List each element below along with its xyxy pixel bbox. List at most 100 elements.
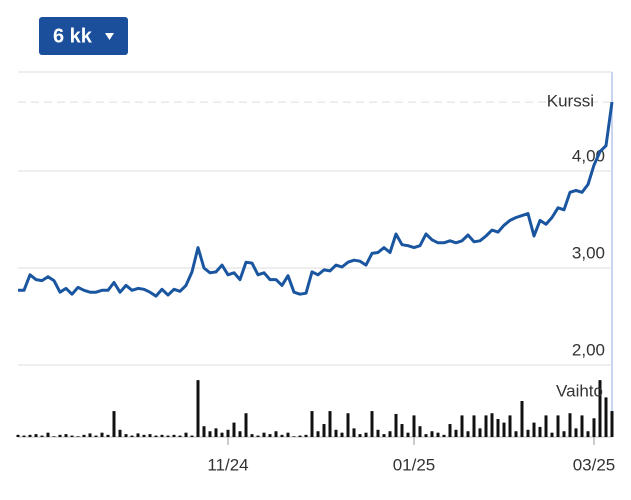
volume-bar [76,436,80,437]
volume-bar [322,424,326,437]
volume-bar [544,415,548,437]
volume-bar [34,434,38,437]
volume-bar [418,426,422,437]
volume-bar [118,429,122,437]
volume-bar [274,431,278,437]
volume-bar [64,434,68,437]
volume-bar [406,432,410,437]
volume-bar [16,434,20,437]
volume-bar [136,433,140,437]
volume-bar [142,434,146,437]
volume-bar [346,413,350,437]
volume-bar [46,432,50,437]
volume-bar [226,429,230,437]
y-tick-label: 2,00 [572,340,605,359]
series-label: Kurssi [547,91,594,110]
volume-bar [88,433,92,437]
volume-bar [310,411,314,437]
volume-bar [166,435,170,437]
y-tick-label: 3,00 [572,243,605,262]
volume-bar [454,429,458,437]
volume-bar [148,434,152,437]
volume-bar [400,424,404,437]
volume-bar [490,413,494,437]
volume-bar [100,432,104,437]
volume-bar [514,431,518,437]
volume-bar [568,413,572,437]
volume-bar [424,434,428,437]
volume-bar [316,431,320,437]
volume-bar [208,431,212,437]
volume-bar [358,434,362,437]
x-tick-label: 11/24 [207,455,248,474]
volume-bar [352,428,356,437]
volume-bar [184,432,188,437]
volume-bar [610,411,614,437]
volume-bar [124,434,128,437]
x-tick-label: 03/25 [573,455,616,474]
volume-bar [478,428,482,437]
period-button[interactable]: 6 kk [39,17,128,55]
volume-bar [298,435,302,437]
volume-bar [202,426,206,437]
volume-bar [172,434,176,437]
volume-bar [526,429,530,437]
volume-bar [364,432,368,437]
volume-bar [520,401,524,437]
dropdown-arrow[interactable] [105,33,114,40]
y-tick-label: 4,00 [572,146,605,165]
volume-bar [586,431,590,437]
volume-bar [262,432,266,437]
volume-bar [442,434,446,437]
volume-bar [196,380,200,437]
volume-bar [430,431,434,437]
volume-bar [496,419,500,437]
volume-bar [94,435,98,437]
volume-bar [130,435,134,437]
volume-bar [472,415,476,437]
volume-bar [268,434,272,437]
series-label: Vaihto [556,381,603,400]
volume-bar [214,428,218,437]
volume-bar [220,432,224,437]
volume-bar [154,435,158,437]
x-tick-label: 01/25 [393,455,436,474]
volume-bar [70,435,74,437]
volume-bar [244,413,248,437]
volume-bar [460,415,464,437]
volume-bar [178,435,182,437]
volume-bar [40,435,44,437]
button-background[interactable] [39,17,128,55]
volume-bar [532,422,536,437]
volume-bar [28,434,32,437]
volume-bar [250,434,254,437]
volume-bar [232,422,236,437]
volume-bar [394,413,398,437]
volume-bar [304,434,308,437]
volume-bar [160,434,164,437]
volume-bar [106,434,110,437]
volume-bar [256,435,260,437]
volume-bar [562,431,566,437]
volume-bar [436,432,440,437]
volume-bar [22,435,26,437]
volume-bar [280,434,284,437]
volume-bar [382,434,386,437]
volume-bar [448,424,452,437]
volume-bar [592,418,596,437]
volume-bar [550,432,554,437]
volume-bar [328,411,332,437]
volume-bar [286,432,290,437]
volume-bar [604,397,608,437]
volume-bar [466,431,470,437]
volume-bar [484,415,488,437]
volume-bar [376,429,380,437]
volume-bar [412,415,416,437]
volume-bar [388,431,392,437]
volume-bar [580,415,584,437]
button-label[interactable]: 6 kk [53,25,93,47]
volume-bar [502,422,506,437]
volume-bar [556,415,560,437]
